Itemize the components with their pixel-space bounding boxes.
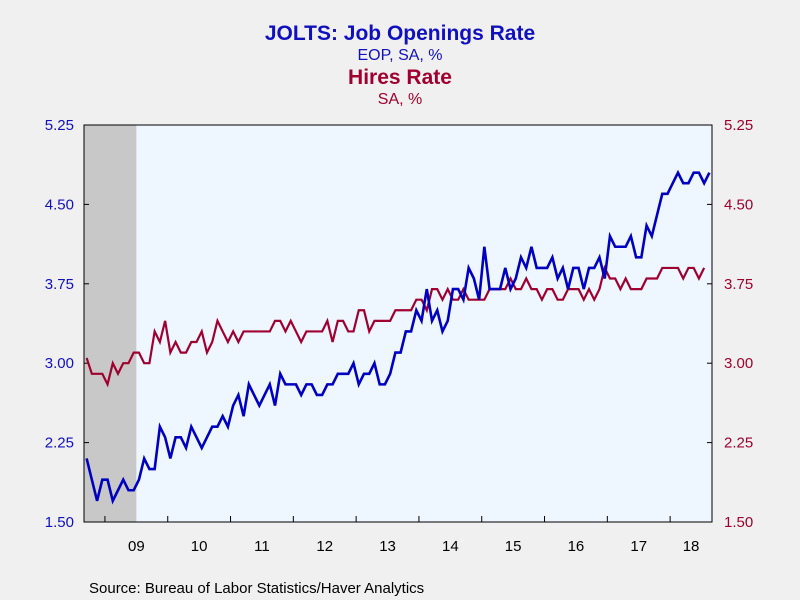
right-tick-label: 1.50 <box>724 514 753 531</box>
left-tick-label: 2.25 <box>45 435 74 452</box>
x-tick-label: 17 <box>630 538 647 555</box>
x-tick-label: 15 <box>505 538 522 555</box>
left-axis: 1.50 2.25 3.00 3.75 4.50 5.25 <box>45 117 89 531</box>
x-tick-label: 14 <box>442 538 459 555</box>
x-tick-label: 16 <box>568 538 585 555</box>
chart-subtitle-2: SA, % <box>378 91 422 108</box>
right-tick-label: 3.75 <box>724 276 753 293</box>
x-tick-label: 18 <box>683 538 700 555</box>
left-tick-label: 4.50 <box>45 196 74 213</box>
plot-area <box>84 125 712 522</box>
left-tick-label: 3.00 <box>45 355 74 372</box>
x-tick-label: 09 <box>128 538 145 555</box>
recession-band <box>84 125 137 522</box>
x-tick-label: 12 <box>316 538 333 555</box>
right-tick-label: 5.25 <box>724 117 753 134</box>
chart-title-2: Hires Rate <box>348 66 452 89</box>
left-tick-label: 5.25 <box>45 117 74 134</box>
x-tick-label: 11 <box>254 538 270 555</box>
x-axis: 09 10 11 12 13 14 15 16 17 18 <box>104 516 700 555</box>
left-tick-label: 1.50 <box>45 514 74 531</box>
x-tick-label: 10 <box>191 538 208 555</box>
right-tick-label: 3.00 <box>724 355 753 372</box>
right-tick-label: 2.25 <box>724 435 753 452</box>
series-line-hires <box>85 264 706 388</box>
left-tick-label: 3.75 <box>45 276 74 293</box>
series-line-openings <box>85 169 711 505</box>
right-axis: 1.50 2.25 3.00 3.75 4.50 5.25 <box>707 117 753 531</box>
plot-border <box>83 124 713 523</box>
source-note: Source: Bureau of Labor Statistics/Haver… <box>89 580 424 597</box>
chart-subtitle: EOP, SA, % <box>357 47 442 64</box>
right-tick-label: 4.50 <box>724 196 753 213</box>
chart-title: JOLTS: Job Openings Rate <box>265 22 535 45</box>
x-tick-label: 13 <box>379 538 396 555</box>
